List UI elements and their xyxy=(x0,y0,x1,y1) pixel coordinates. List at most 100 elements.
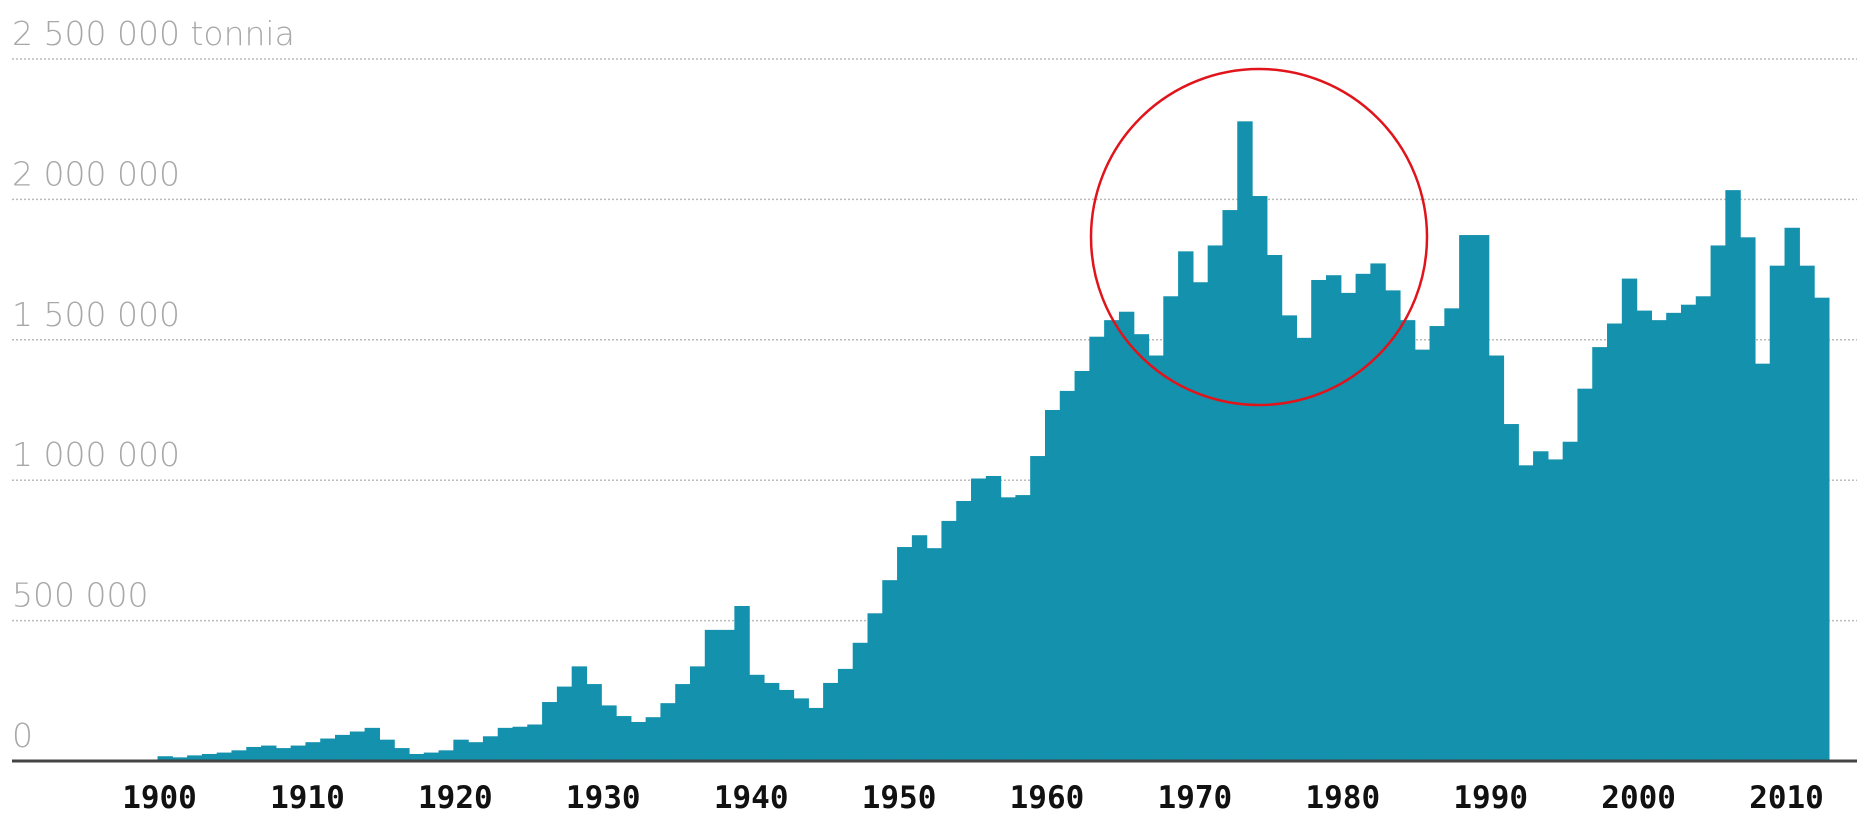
bar xyxy=(1340,292,1357,761)
bar xyxy=(187,755,203,761)
bar xyxy=(1266,254,1283,761)
bar xyxy=(468,742,484,761)
bar xyxy=(882,580,898,761)
bar xyxy=(261,745,277,761)
bar xyxy=(349,731,366,761)
highlight-circle xyxy=(1089,67,1429,407)
bar xyxy=(719,629,735,761)
bar xyxy=(689,666,706,761)
bar xyxy=(1488,355,1505,761)
bar xyxy=(497,727,514,761)
bar xyxy=(1326,275,1342,761)
bar xyxy=(1370,263,1386,761)
bar xyxy=(1118,311,1135,761)
bar xyxy=(793,698,809,761)
bar xyxy=(823,682,839,761)
bar xyxy=(1385,290,1401,761)
bar xyxy=(1399,320,1416,761)
bar xyxy=(172,757,188,761)
x-tick-label: 1980 xyxy=(1305,780,1380,816)
bar xyxy=(1281,315,1298,761)
bar xyxy=(645,717,662,761)
bar xyxy=(630,721,647,761)
y-tick-label: 500 000 xyxy=(12,576,148,615)
bar xyxy=(364,727,380,761)
bar xyxy=(1192,282,1209,761)
bar xyxy=(394,748,410,761)
y-tick-label: 1 500 000 xyxy=(12,295,180,334)
bar xyxy=(1725,190,1741,761)
bar xyxy=(749,674,765,761)
bar xyxy=(216,752,233,761)
bar xyxy=(941,520,957,761)
bar xyxy=(1518,465,1534,761)
bar xyxy=(1607,323,1623,761)
bar xyxy=(586,684,602,761)
bar xyxy=(1074,370,1090,761)
y-tick-label: 2 500 000 tonnia xyxy=(12,14,295,53)
bar xyxy=(1030,456,1046,761)
bar xyxy=(1754,363,1771,761)
bar xyxy=(734,605,750,761)
bar xyxy=(1784,227,1800,761)
bar xyxy=(1222,210,1238,761)
bar xyxy=(453,739,469,761)
x-tick-label: 1970 xyxy=(1158,780,1233,816)
bar xyxy=(1252,196,1268,761)
bar xyxy=(1562,441,1579,761)
bar xyxy=(512,726,528,761)
bar xyxy=(1015,495,1031,761)
bar xyxy=(1207,245,1224,762)
bar xyxy=(246,746,262,761)
bar xyxy=(379,739,395,761)
bar xyxy=(1666,312,1682,761)
bar xyxy=(1769,265,1786,761)
bar xyxy=(660,703,676,761)
bar xyxy=(1237,121,1253,762)
bar xyxy=(1473,235,1490,762)
x-tick-label: 1940 xyxy=(714,780,789,816)
bar xyxy=(837,668,854,761)
bar xyxy=(808,707,824,761)
bar xyxy=(1148,355,1164,761)
bar xyxy=(897,547,913,761)
x-tick-label: 1960 xyxy=(1010,780,1085,816)
y-tick-label: 1 000 000 xyxy=(12,435,180,474)
bar xyxy=(1059,390,1076,761)
bar xyxy=(423,752,440,761)
bar xyxy=(438,750,454,761)
bar xyxy=(157,756,173,761)
bar xyxy=(763,682,780,761)
bar xyxy=(408,753,425,761)
bar xyxy=(1533,451,1549,761)
bar xyxy=(1740,237,1756,762)
bar xyxy=(290,745,307,761)
bar xyxy=(1311,279,1327,761)
bar xyxy=(320,738,336,761)
x-tick-label: 1990 xyxy=(1453,780,1528,816)
bar xyxy=(867,613,883,761)
bar xyxy=(1621,278,1638,761)
bar xyxy=(1429,326,1445,761)
bar xyxy=(556,686,573,761)
bar xyxy=(1503,424,1519,761)
bar xyxy=(675,684,691,761)
bar xyxy=(201,753,218,761)
bar xyxy=(1577,388,1593,761)
bar xyxy=(1414,349,1431,761)
bar xyxy=(778,689,795,761)
bar xyxy=(1459,235,1475,762)
bar xyxy=(926,548,943,761)
y-tick-label: 2 000 000 xyxy=(12,154,180,193)
bar xyxy=(616,716,632,761)
bar xyxy=(527,724,543,761)
bar xyxy=(1178,251,1194,761)
bar xyxy=(1799,265,1815,761)
bar xyxy=(704,629,721,761)
bar xyxy=(542,702,558,761)
bar xyxy=(956,500,972,761)
y-tick-label: 0 xyxy=(12,716,33,755)
bar xyxy=(1636,310,1653,761)
